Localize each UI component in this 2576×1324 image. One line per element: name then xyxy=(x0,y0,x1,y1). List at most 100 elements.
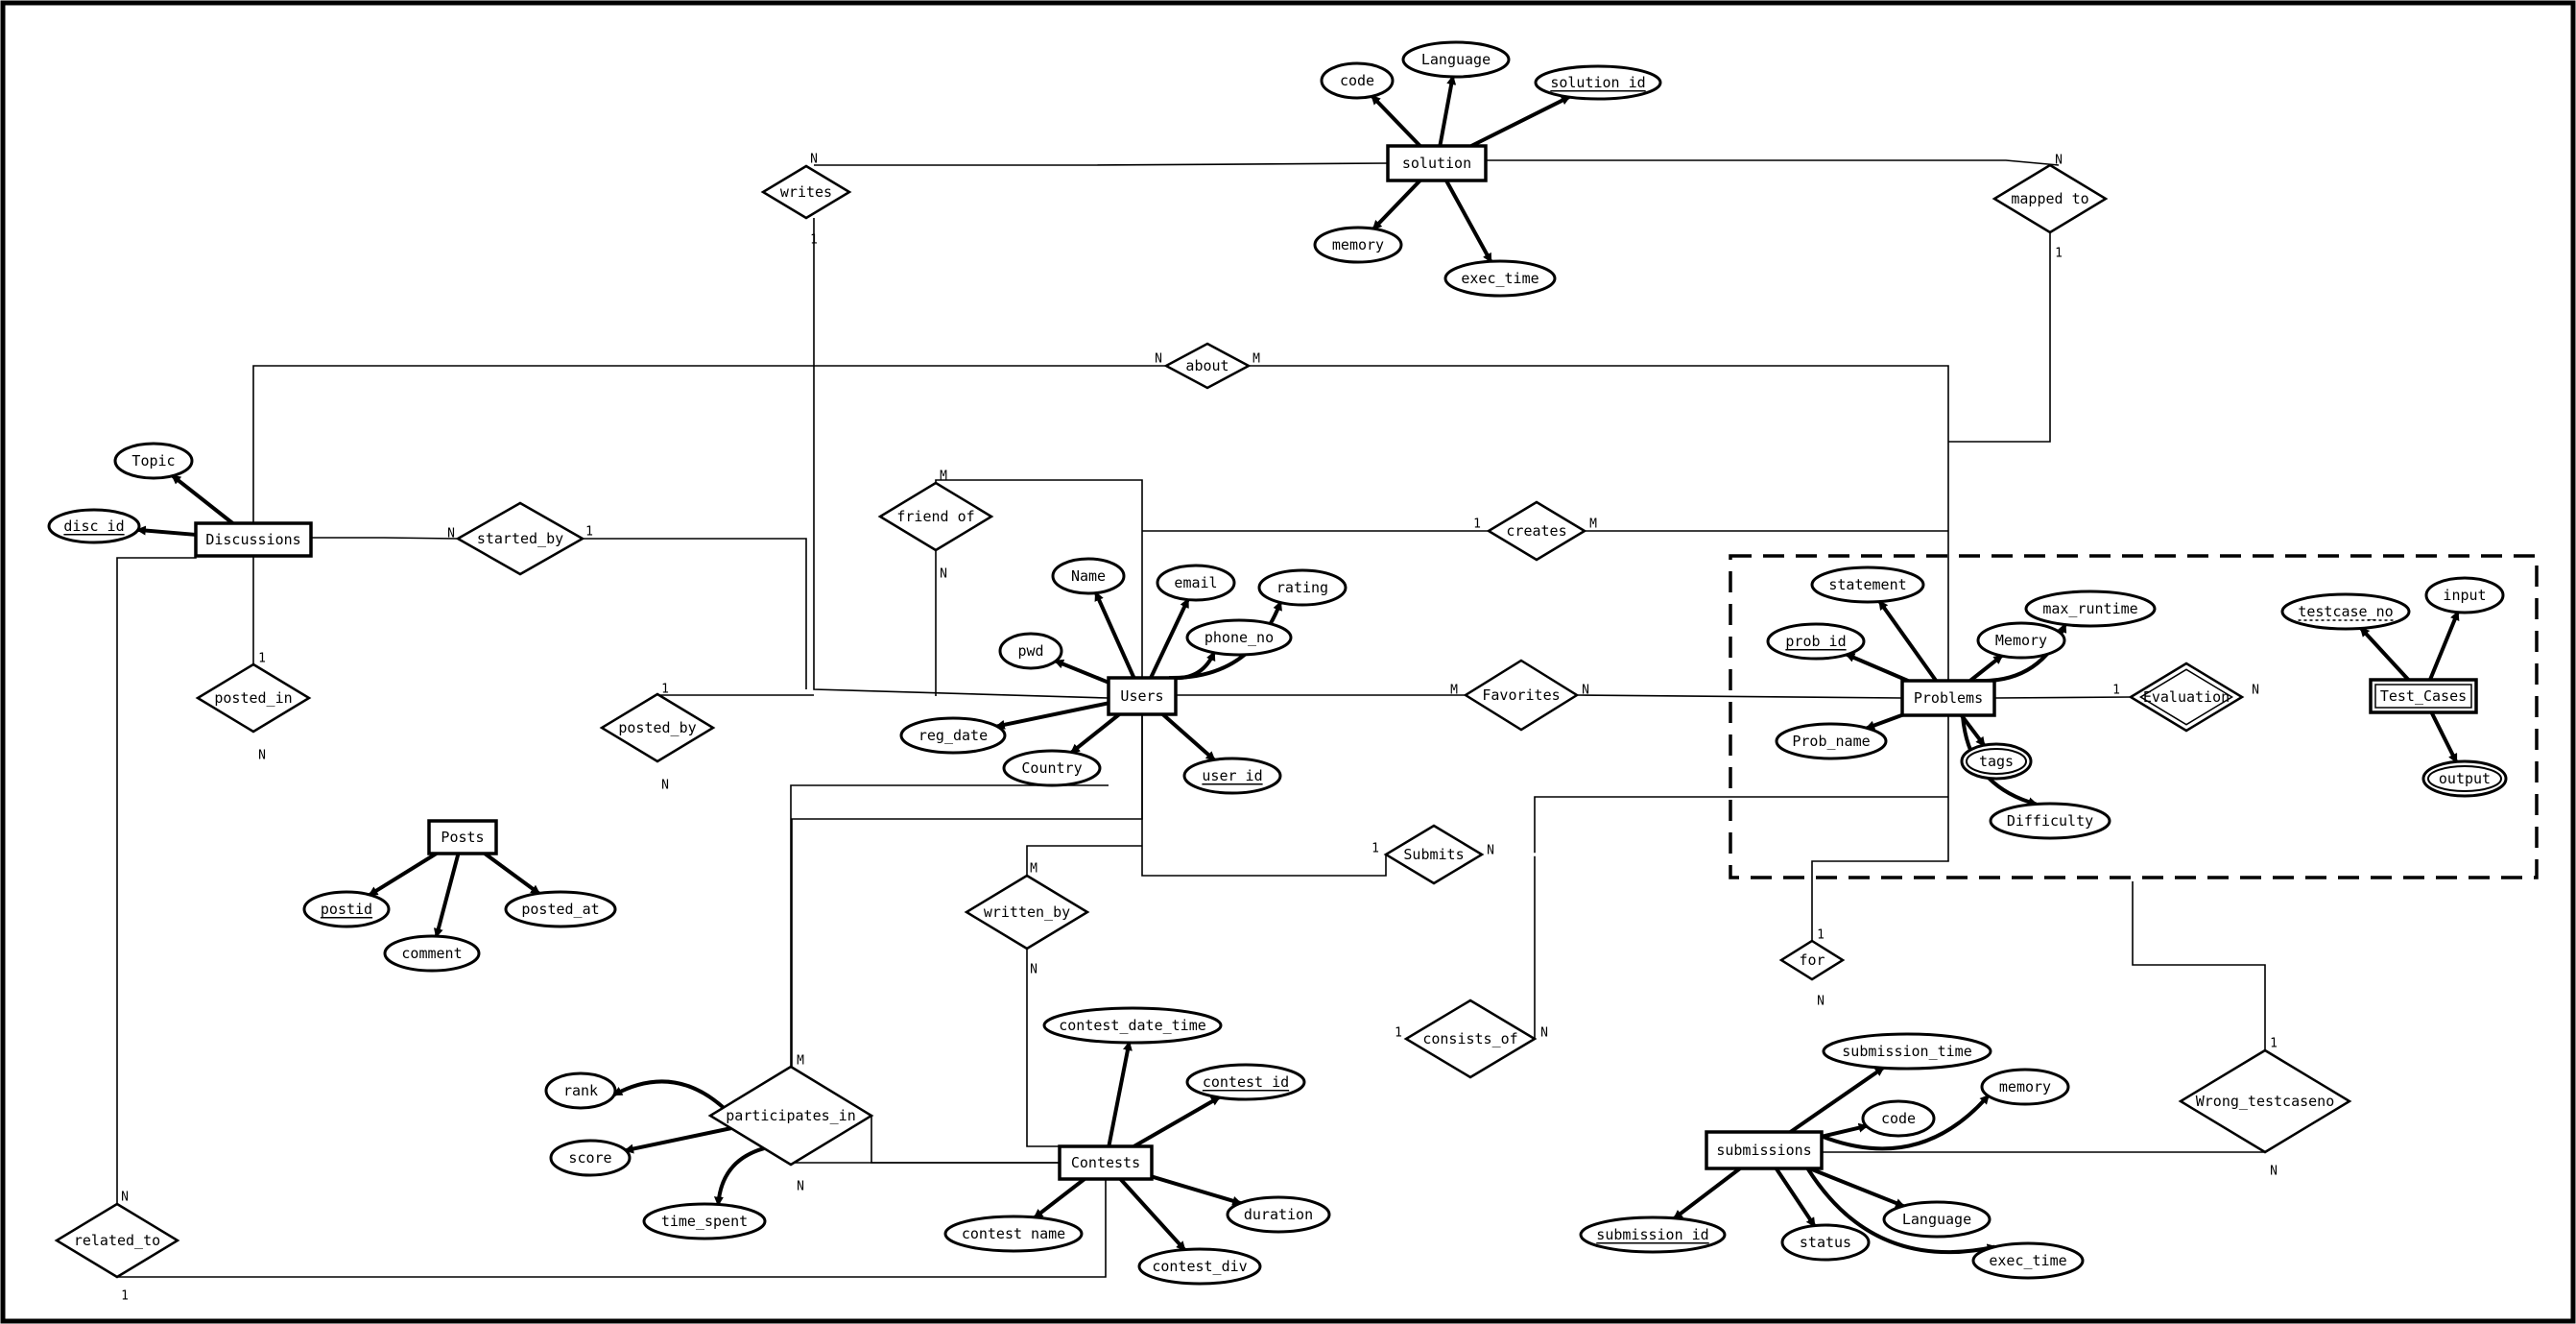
attribute-label-topic: Topic xyxy=(131,452,175,469)
attribute-label-language: Language xyxy=(1902,1211,1971,1228)
attribute-submission-id: submission_id xyxy=(1579,1216,1727,1254)
link-exec-time xyxy=(1805,1167,1997,1255)
link-memory xyxy=(1968,654,2004,683)
attribute-pwd: pwd xyxy=(998,632,1063,670)
attribute-oval xyxy=(549,1139,632,1177)
entity-label-discussions: Discussions xyxy=(205,531,300,548)
attribute-oval xyxy=(2024,590,2157,628)
attribute-statement: statement xyxy=(1810,566,1925,604)
link-time-spent xyxy=(713,1146,765,1207)
cardinality-25: N xyxy=(1817,995,1825,1009)
attribute-label-status: status xyxy=(1800,1234,1851,1251)
link-language xyxy=(1808,1167,1906,1208)
entity-contests: Contests xyxy=(1058,1144,1154,1181)
attribute-oval xyxy=(1002,749,1102,787)
relationship-wrong-testcaseno: Wrong_testcaseno xyxy=(2178,1048,2352,1154)
attribute-oval xyxy=(113,442,194,480)
relationship-diamond xyxy=(1383,824,1485,885)
relationship-creates: creates xyxy=(1486,500,1587,562)
link-statement xyxy=(1877,599,1938,683)
link-prob-name xyxy=(1865,712,1903,731)
attribute-oval xyxy=(1320,61,1395,100)
relationship-label-participates-in: participates_in xyxy=(726,1107,855,1124)
link-country xyxy=(1070,712,1121,755)
relationship-label-writes: writes xyxy=(780,183,832,201)
attribute-label-memory: Memory xyxy=(1995,632,2047,649)
connector-line xyxy=(814,162,1389,166)
attribute-oval xyxy=(1042,1006,1223,1045)
connector-line xyxy=(1993,696,2132,699)
attribute-label-posted-at: posted_at xyxy=(521,901,599,918)
attribute-input: input xyxy=(2424,576,2505,614)
cardinality-9: N xyxy=(940,567,947,582)
relationship-posted-by: posted_by xyxy=(599,692,716,763)
connector-line xyxy=(1534,796,1948,1039)
relationship-consists-of: consists_of xyxy=(1403,999,1538,1079)
cardinality-15: N xyxy=(661,779,669,793)
relationship-diamond xyxy=(1463,659,1580,732)
relationship-label-posted-by: posted_by xyxy=(618,719,696,736)
relationship-label-started-by: started_by xyxy=(477,530,563,547)
connector-line xyxy=(311,537,459,540)
entity-label-test-cases: Test_Cases xyxy=(2380,687,2467,705)
entity-submissions: submissions xyxy=(1705,1130,1824,1170)
attribute-label-memory: memory xyxy=(1999,1078,2051,1095)
attribute-label-score: score xyxy=(568,1149,611,1167)
attribute-oval xyxy=(1051,557,1126,595)
link-postid xyxy=(368,852,438,897)
attribute-label-contest-id: contest_id xyxy=(1203,1073,1289,1091)
link-contest-id xyxy=(1133,1095,1221,1148)
attribute-label-prob-name: Prob_name xyxy=(1792,733,1870,750)
link-prob-id xyxy=(1845,652,1909,683)
entity-box xyxy=(1705,1130,1824,1170)
link-exec-time xyxy=(1444,180,1492,264)
cardinality-26: 1 xyxy=(1395,1026,1402,1041)
relationship-diamond xyxy=(964,874,1090,951)
relationship-posted-in: posted_in xyxy=(195,662,312,734)
relationship-evaluation: Evaluation xyxy=(2128,662,2245,733)
attribute-oval xyxy=(1980,1068,2070,1106)
link-code xyxy=(1371,94,1422,148)
relationship-diamond-inner xyxy=(2138,668,2234,726)
link-duration xyxy=(1151,1174,1243,1206)
attribute-memory: memory xyxy=(1313,226,1403,264)
link-user-id xyxy=(1161,712,1216,761)
attribute-status: status xyxy=(1780,1223,1871,1262)
attribute-oval xyxy=(1989,802,2111,840)
relationship-diamond xyxy=(1486,500,1587,562)
relationship-diamond xyxy=(760,164,852,220)
relationship-favorites: Favorites xyxy=(1463,659,1580,732)
cardinality-19: N xyxy=(2252,684,2259,698)
attribute-oval xyxy=(1780,1223,1871,1262)
link-solution-id xyxy=(1470,95,1571,148)
cardinality-11: M xyxy=(1589,518,1597,532)
relationship-label-for: for xyxy=(1799,951,1825,969)
connector-line xyxy=(1026,949,1060,1147)
cardinality-1: 1 xyxy=(810,233,818,248)
problem-subsystem-boundary xyxy=(1729,554,2539,879)
attribute-label-output: output xyxy=(2439,770,2491,787)
attribute-oval xyxy=(1810,566,1925,604)
attribute-label-name: Name xyxy=(1071,567,1106,585)
attribute-oval xyxy=(642,1202,767,1240)
attribute-memory: Memory xyxy=(1976,621,2066,660)
cardinality-21: N xyxy=(1487,844,1494,858)
relationship-diamond xyxy=(2178,1048,2352,1154)
link-tags xyxy=(1960,713,1986,747)
entity-test-cases: Test_Cases xyxy=(2369,678,2478,714)
attribute-duration: duration xyxy=(1226,1195,1331,1234)
cardinality-4: N xyxy=(1155,352,1162,367)
cardinality-27: N xyxy=(1540,1026,1548,1041)
attribute-posted-at: posted_at xyxy=(504,890,617,928)
relationship-diamond xyxy=(195,662,312,734)
attribute-label-exec-time: exec_time xyxy=(1461,270,1538,287)
cardinality-6: N xyxy=(447,527,455,542)
attribute-max-runtime: max_runtime xyxy=(2024,590,2157,628)
attribute-exec-time: exec_time xyxy=(1971,1241,2085,1280)
attribute-prob-id: prob_id xyxy=(1766,622,1866,661)
attribute-oval xyxy=(1443,259,1557,298)
link-comment xyxy=(433,853,461,939)
cardinality-7: 1 xyxy=(585,525,593,540)
link-code xyxy=(1821,1122,1869,1139)
